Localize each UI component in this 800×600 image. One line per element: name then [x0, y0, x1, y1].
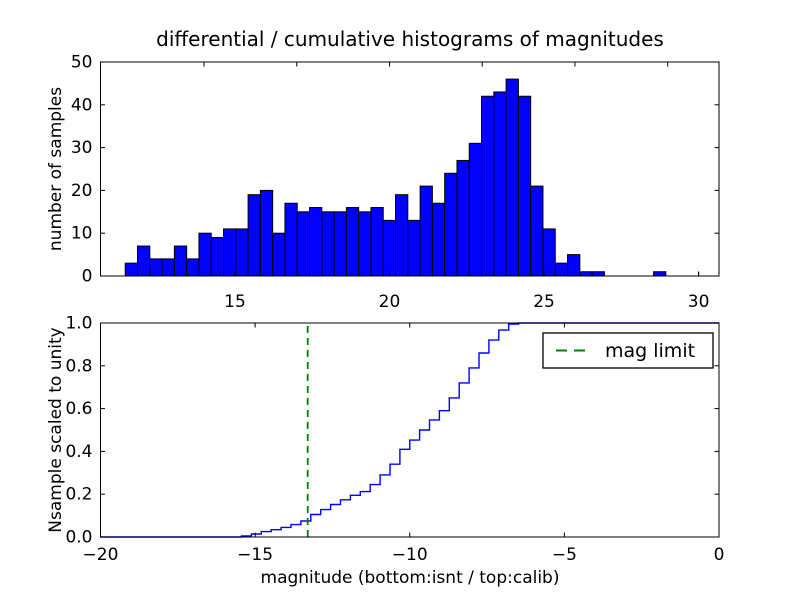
y-tick-label: 40: [71, 95, 93, 115]
cumulative-step-curve: [100, 322, 719, 538]
y-tick-label: 0.0: [65, 528, 92, 548]
histogram-bar: [321, 211, 335, 277]
y-tick-label: 50: [71, 53, 93, 73]
y-tick-label: 30: [71, 138, 93, 158]
cumulative-histogram-plot: 0.0 0.2 0.4 0.6 0.8 1.0 −20 −15 −10 −5 0 mag limit: [65, 314, 724, 566]
chart-title: differential / cumulative histograms of …: [156, 27, 664, 51]
histogram-bar: [124, 262, 139, 277]
x-tick-label: 30: [688, 292, 710, 312]
histogram-bar: [382, 219, 397, 277]
histogram-bar: [431, 202, 446, 277]
x-tick-label: −10: [392, 545, 428, 565]
histogram-bar: [284, 202, 298, 277]
histogram-bar: [173, 245, 188, 277]
axes-frame: [100, 61, 720, 277]
histogram-bar: [444, 172, 458, 277]
histogram-bar: [456, 159, 470, 277]
x-tick-label: −15: [237, 545, 273, 565]
histogram-bar: [653, 271, 667, 277]
x-tick-label: 20: [379, 292, 401, 312]
legend-box: [542, 332, 714, 369]
legend-label: mag limit: [605, 340, 695, 362]
histogram-bar: [198, 232, 212, 277]
xaxis-label: magnitude (bottom:isnt / top:calib): [260, 568, 560, 588]
histogram-bar: [419, 185, 433, 277]
histogram-bar: [542, 228, 556, 277]
histogram-bar: [554, 262, 569, 277]
legend: mag limit: [542, 332, 714, 369]
histogram-bar: [333, 211, 347, 277]
histogram-bar: [505, 78, 519, 277]
y-tick-label: 20: [71, 181, 93, 201]
histogram-bar: [345, 207, 360, 277]
histogram-bar: [517, 95, 532, 277]
histogram-bar: [259, 189, 274, 277]
histogram-bar: [468, 142, 483, 277]
y-tick-label: 0: [82, 267, 93, 287]
y-tick-label: 0.6: [65, 399, 92, 419]
y-tick-label: 1.0: [65, 314, 92, 334]
histogram-bar: [579, 271, 593, 277]
x-tick-label: 25: [533, 292, 555, 312]
x-tick-label: −5: [552, 545, 577, 565]
histogram-bar: [210, 236, 225, 277]
histogram-bar: [591, 271, 605, 277]
histogram-bar: [272, 232, 286, 277]
histogram-bar: [395, 194, 409, 277]
histogram-bar: [530, 185, 544, 277]
x-tick-label: −20: [83, 545, 119, 565]
histogram-bar: [309, 207, 323, 277]
histogram-bar: [247, 194, 261, 277]
x-tick-label: 15: [224, 292, 246, 312]
histogram-bar: [149, 258, 163, 277]
histogram-bar: [235, 228, 249, 277]
histogram-bar: [481, 95, 495, 277]
histogram-bar: [137, 245, 151, 277]
histogram-bar: [186, 258, 200, 277]
histogram-bar: [493, 91, 507, 277]
histogram-bar: [370, 207, 384, 277]
y-tick-label: 0.8: [65, 356, 92, 376]
y-tick-label: 10: [71, 224, 93, 244]
histogram-bar: [358, 211, 372, 277]
histogram-bar: [296, 211, 311, 277]
y-tick-label: 0.2: [65, 485, 92, 505]
histogram-bar: [567, 254, 581, 277]
x-tick-label: 0: [714, 545, 725, 565]
histogram-bar: [161, 258, 175, 277]
histogram-bar: [407, 219, 421, 277]
y-tick-label: 0.4: [65, 442, 92, 462]
differential-histogram-plot: 0 10 20 30 40 50 15 20 25 30: [71, 53, 720, 312]
histogram-bar: [223, 228, 237, 277]
